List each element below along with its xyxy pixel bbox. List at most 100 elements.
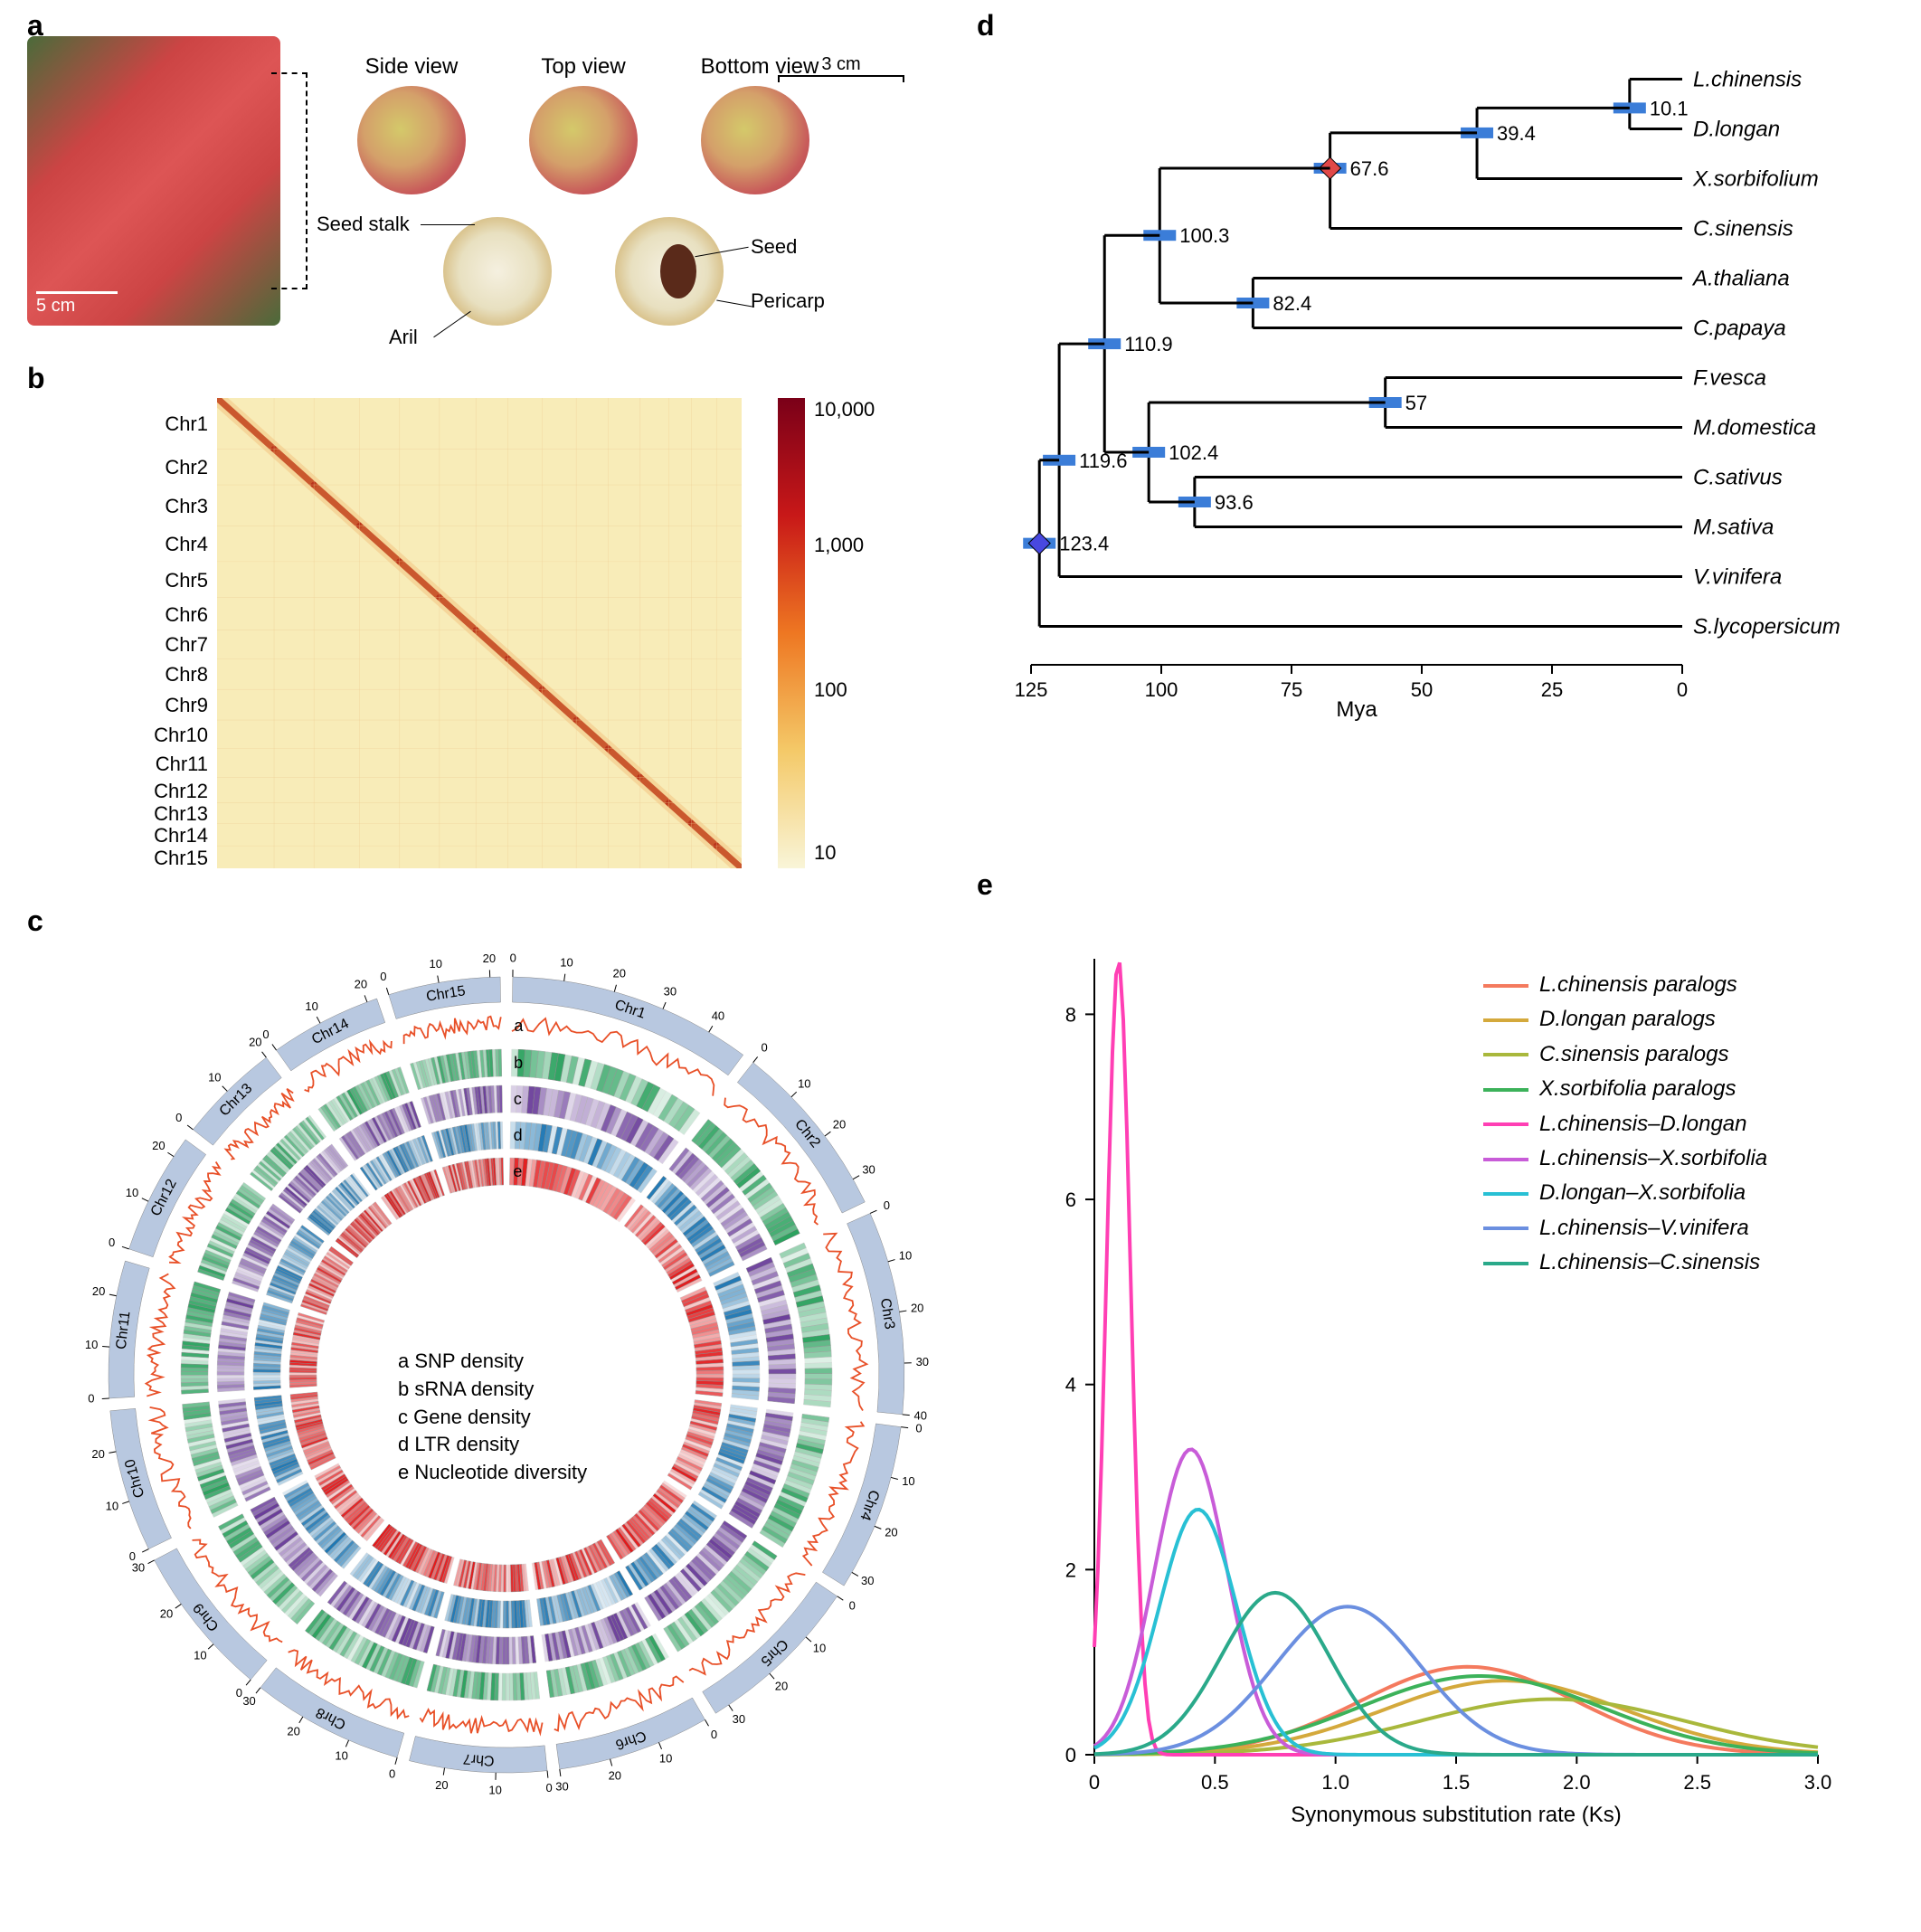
- svg-text:10: 10: [902, 1474, 914, 1488]
- colorbar-tick: 10: [814, 841, 836, 865]
- svg-text:10: 10: [659, 1751, 672, 1765]
- colorbar: [778, 398, 805, 868]
- panel-c: Chr1010203040Chr20102030Chr3010203040Chr…: [54, 923, 959, 1872]
- svg-text:20: 20: [435, 1778, 448, 1792]
- svg-text:0.5: 0.5: [1201, 1771, 1229, 1794]
- svg-text:20: 20: [287, 1725, 299, 1738]
- svg-text:S.lycopersicum: S.lycopersicum: [1693, 615, 1841, 639]
- chr-label: Chr6: [109, 603, 208, 627]
- view-label-bottom: Bottom view: [687, 54, 832, 80]
- svg-text:20: 20: [885, 1525, 897, 1539]
- view-label-side: Side view: [344, 54, 479, 80]
- svg-text:100: 100: [1145, 678, 1178, 701]
- panel-a: 5 cm 3 cm Side view Top view Bottom view…: [27, 18, 932, 344]
- svg-text:125: 125: [1015, 678, 1048, 701]
- svg-text:39.4: 39.4: [1497, 122, 1536, 145]
- svg-text:10: 10: [194, 1649, 206, 1662]
- svg-text:0: 0: [1089, 1771, 1100, 1794]
- svg-text:10: 10: [488, 1783, 501, 1796]
- colorbar-tick: 10,000: [814, 398, 875, 421]
- svg-text:2.5: 2.5: [1683, 1771, 1711, 1794]
- fruit-half-seed: [615, 217, 724, 326]
- svg-text:0: 0: [88, 1392, 94, 1406]
- svg-text:20: 20: [612, 967, 625, 980]
- svg-text:b: b: [514, 1054, 523, 1072]
- panel-label-c: c: [27, 904, 43, 938]
- legend-item: D.longan paralogs: [1483, 1002, 1767, 1037]
- colorbar-tick: 100: [814, 678, 847, 702]
- svg-text:D.longan: D.longan: [1693, 118, 1780, 142]
- svg-text:20: 20: [775, 1680, 788, 1693]
- svg-text:10: 10: [429, 957, 441, 971]
- svg-text:75: 75: [1281, 678, 1302, 701]
- svg-text:10: 10: [335, 1749, 347, 1763]
- chr-label: Chr9: [109, 694, 208, 717]
- svg-text:V.vinifera: V.vinifera: [1693, 565, 1782, 590]
- legend-item: L.chinensis–V.vinifera: [1483, 1211, 1767, 1245]
- svg-text:110.9: 110.9: [1124, 333, 1172, 355]
- svg-text:10: 10: [106, 1500, 118, 1513]
- svg-text:C.papaya: C.papaya: [1693, 317, 1786, 341]
- svg-text:82.4: 82.4: [1273, 292, 1311, 315]
- svg-text:2: 2: [1065, 1558, 1076, 1581]
- svg-text:30: 30: [916, 1355, 929, 1368]
- fruit-half-aril: [443, 217, 552, 326]
- anno-aril: Aril: [389, 326, 418, 349]
- legend-item: L.chinensis–D.longan: [1483, 1107, 1767, 1141]
- svg-text:30: 30: [862, 1162, 875, 1176]
- chr-label: Chr10: [109, 724, 208, 747]
- svg-text:20: 20: [609, 1769, 621, 1783]
- svg-text:10: 10: [813, 1642, 826, 1655]
- svg-text:30: 30: [555, 1779, 568, 1793]
- circos-legend-item: d LTR density: [398, 1431, 587, 1459]
- legend-item: L.chinensis–X.sorbifolia: [1483, 1141, 1767, 1176]
- legend-item: C.sinensis paralogs: [1483, 1037, 1767, 1072]
- chr-label: Chr5: [109, 569, 208, 592]
- svg-text:10: 10: [208, 1071, 221, 1084]
- callout-lines: [271, 72, 308, 289]
- svg-text:0: 0: [884, 1198, 890, 1212]
- svg-text:a: a: [514, 1017, 524, 1035]
- lychee-cluster-photo: 5 cm: [27, 36, 280, 326]
- svg-text:X.sorbifolium: X.sorbifolium: [1692, 167, 1819, 192]
- svg-text:1.0: 1.0: [1321, 1771, 1349, 1794]
- seed: [660, 244, 696, 298]
- svg-text:25: 25: [1541, 678, 1563, 701]
- svg-text:10: 10: [899, 1249, 912, 1263]
- svg-text:30: 30: [242, 1694, 255, 1708]
- svg-text:0: 0: [711, 1728, 717, 1741]
- fruit-top: [529, 86, 638, 194]
- svg-text:20: 20: [92, 1284, 105, 1298]
- svg-text:L.chinensis: L.chinensis: [1693, 68, 1802, 92]
- svg-text:20: 20: [355, 978, 367, 991]
- fruit-side: [357, 86, 466, 194]
- panel-e: 00.51.01.52.02.53.002468Synonymous subst…: [977, 895, 1881, 1872]
- chr-label: Chr12: [109, 780, 208, 803]
- scale-bar-5cm: 5 cm: [36, 291, 118, 317]
- svg-text:8: 8: [1065, 1003, 1076, 1026]
- svg-text:20: 20: [833, 1117, 846, 1131]
- view-label-top: Top view: [516, 54, 651, 80]
- svg-text:0: 0: [380, 970, 386, 983]
- svg-text:0: 0: [1677, 678, 1688, 701]
- chr-label: Chr14: [109, 824, 208, 848]
- svg-text:40: 40: [712, 1009, 724, 1022]
- svg-text:30: 30: [664, 984, 677, 998]
- colorbar-tick: 1,000: [814, 534, 864, 557]
- svg-text:10: 10: [126, 1186, 138, 1199]
- svg-text:0: 0: [129, 1549, 136, 1563]
- svg-text:50: 50: [1411, 678, 1433, 701]
- svg-text:67.6: 67.6: [1350, 157, 1389, 180]
- chr-label: Chr15: [109, 847, 208, 870]
- svg-text:10.1: 10.1: [1650, 97, 1689, 119]
- svg-text:d: d: [514, 1126, 523, 1144]
- svg-text:10: 10: [798, 1076, 810, 1090]
- chr-label: Chr13: [109, 802, 208, 826]
- chr-label: Chr1: [109, 412, 208, 436]
- svg-text:2.0: 2.0: [1563, 1771, 1591, 1794]
- ks-legend: L.chinensis paralogsD.longan paralogsC.s…: [1483, 968, 1767, 1281]
- panel-d: L.chinensisD.longanX.sorbifoliumC.sinens…: [977, 18, 1881, 760]
- anno-seed: Seed: [751, 235, 797, 259]
- circos-legend-item: a SNP density: [398, 1348, 587, 1376]
- circos-legend: a SNP densityb sRNA densityc Gene densit…: [398, 1348, 587, 1487]
